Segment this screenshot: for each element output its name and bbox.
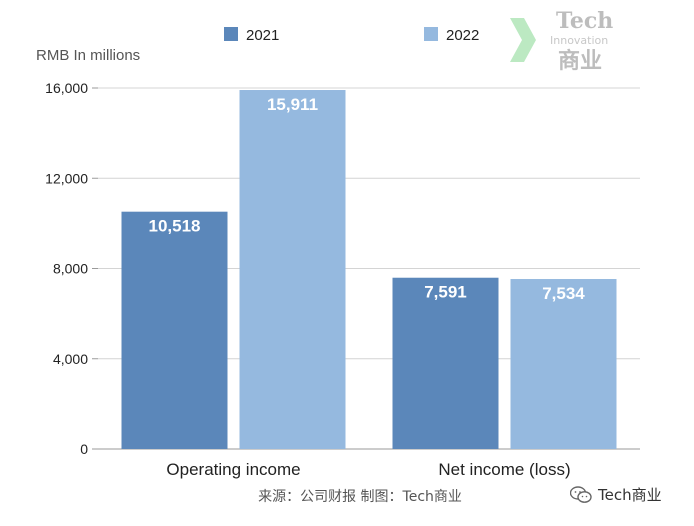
data-label: 15,911 [267,95,318,114]
watermark-chinese: 商业 [558,48,602,74]
y-axis-label: RMB In millions [36,47,140,64]
legend-label: 2021 [246,27,279,44]
y-tick-label: 4,000 [53,351,88,367]
legend: 2021 2022 [224,27,479,44]
y-tick-label: 8,000 [53,261,88,277]
data-label: 10,518 [149,217,201,236]
y-tick-label: 16,000 [45,80,88,96]
data-label: 7,591 [424,283,467,302]
y-axis-ticks: 0 4,000 8,000 12,000 16,000 [45,80,98,457]
y-tick-label: 0 [80,441,88,457]
wechat-icon [570,485,592,503]
bar-2021 [392,277,499,449]
legend-swatch [424,27,438,41]
x-category-label: Operating income [166,460,300,479]
source-note: 来源：公司财报 制图：Tech商业 [258,489,462,505]
bars: 10,518 15,911 7,591 7,534 [121,90,617,450]
watermark-tech: Tech [556,8,613,34]
x-axis-categories: Operating income Net income (loss) [166,460,570,479]
y-tick-label: 12,000 [45,170,88,186]
wechat-label: Tech商业 [598,486,662,504]
chevron-icon [510,18,536,62]
wechat-badge: Tech商业 [570,484,662,505]
x-category-label: Net income (loss) [438,460,570,479]
data-label: 7,534 [542,284,585,303]
legend-swatch [224,27,238,41]
bar-2022 [239,90,346,450]
bar-2022 [510,279,617,449]
bar-2021 [121,211,228,449]
tech-watermark-logo: Tech Innovation 商业 [510,8,613,74]
watermark-innovation: Innovation [550,34,608,47]
legend-label: 2022 [446,27,479,44]
